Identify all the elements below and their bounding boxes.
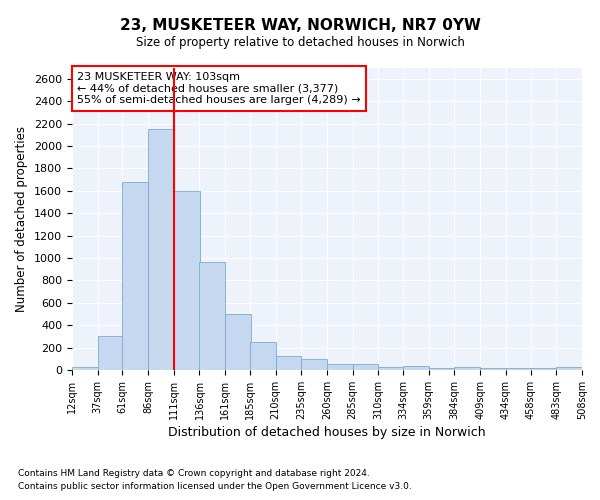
Text: Size of property relative to detached houses in Norwich: Size of property relative to detached ho… [136,36,464,49]
X-axis label: Distribution of detached houses by size in Norwich: Distribution of detached houses by size … [168,426,486,439]
Bar [199,262,225,370]
Text: 23 MUSKETEER WAY: 103sqm
← 44% of detached houses are smaller (3,377)
55% of sem: 23 MUSKETEER WAY: 103sqm ← 44% of detach… [77,72,361,105]
Bar [148,129,174,370]
Bar [455,367,480,370]
Bar [122,182,148,370]
Bar [72,367,98,370]
Bar [530,368,556,370]
Bar [225,314,251,370]
Text: Contains HM Land Registry data © Crown copyright and database right 2024.: Contains HM Land Registry data © Crown c… [18,469,370,478]
Bar [301,359,327,370]
Bar [174,190,199,370]
Text: Contains public sector information licensed under the Open Government Licence v3: Contains public sector information licen… [18,482,412,491]
Bar [327,364,353,370]
Bar [353,364,379,370]
Bar [556,367,582,370]
Bar [429,368,455,370]
Bar [480,368,506,370]
Bar [403,366,429,370]
Y-axis label: Number of detached properties: Number of detached properties [16,126,28,312]
Bar [506,368,532,370]
Bar [250,342,275,370]
Bar [379,366,404,370]
Bar [275,356,301,370]
Text: 23, MUSKETEER WAY, NORWICH, NR7 0YW: 23, MUSKETEER WAY, NORWICH, NR7 0YW [119,18,481,32]
Bar [98,336,124,370]
